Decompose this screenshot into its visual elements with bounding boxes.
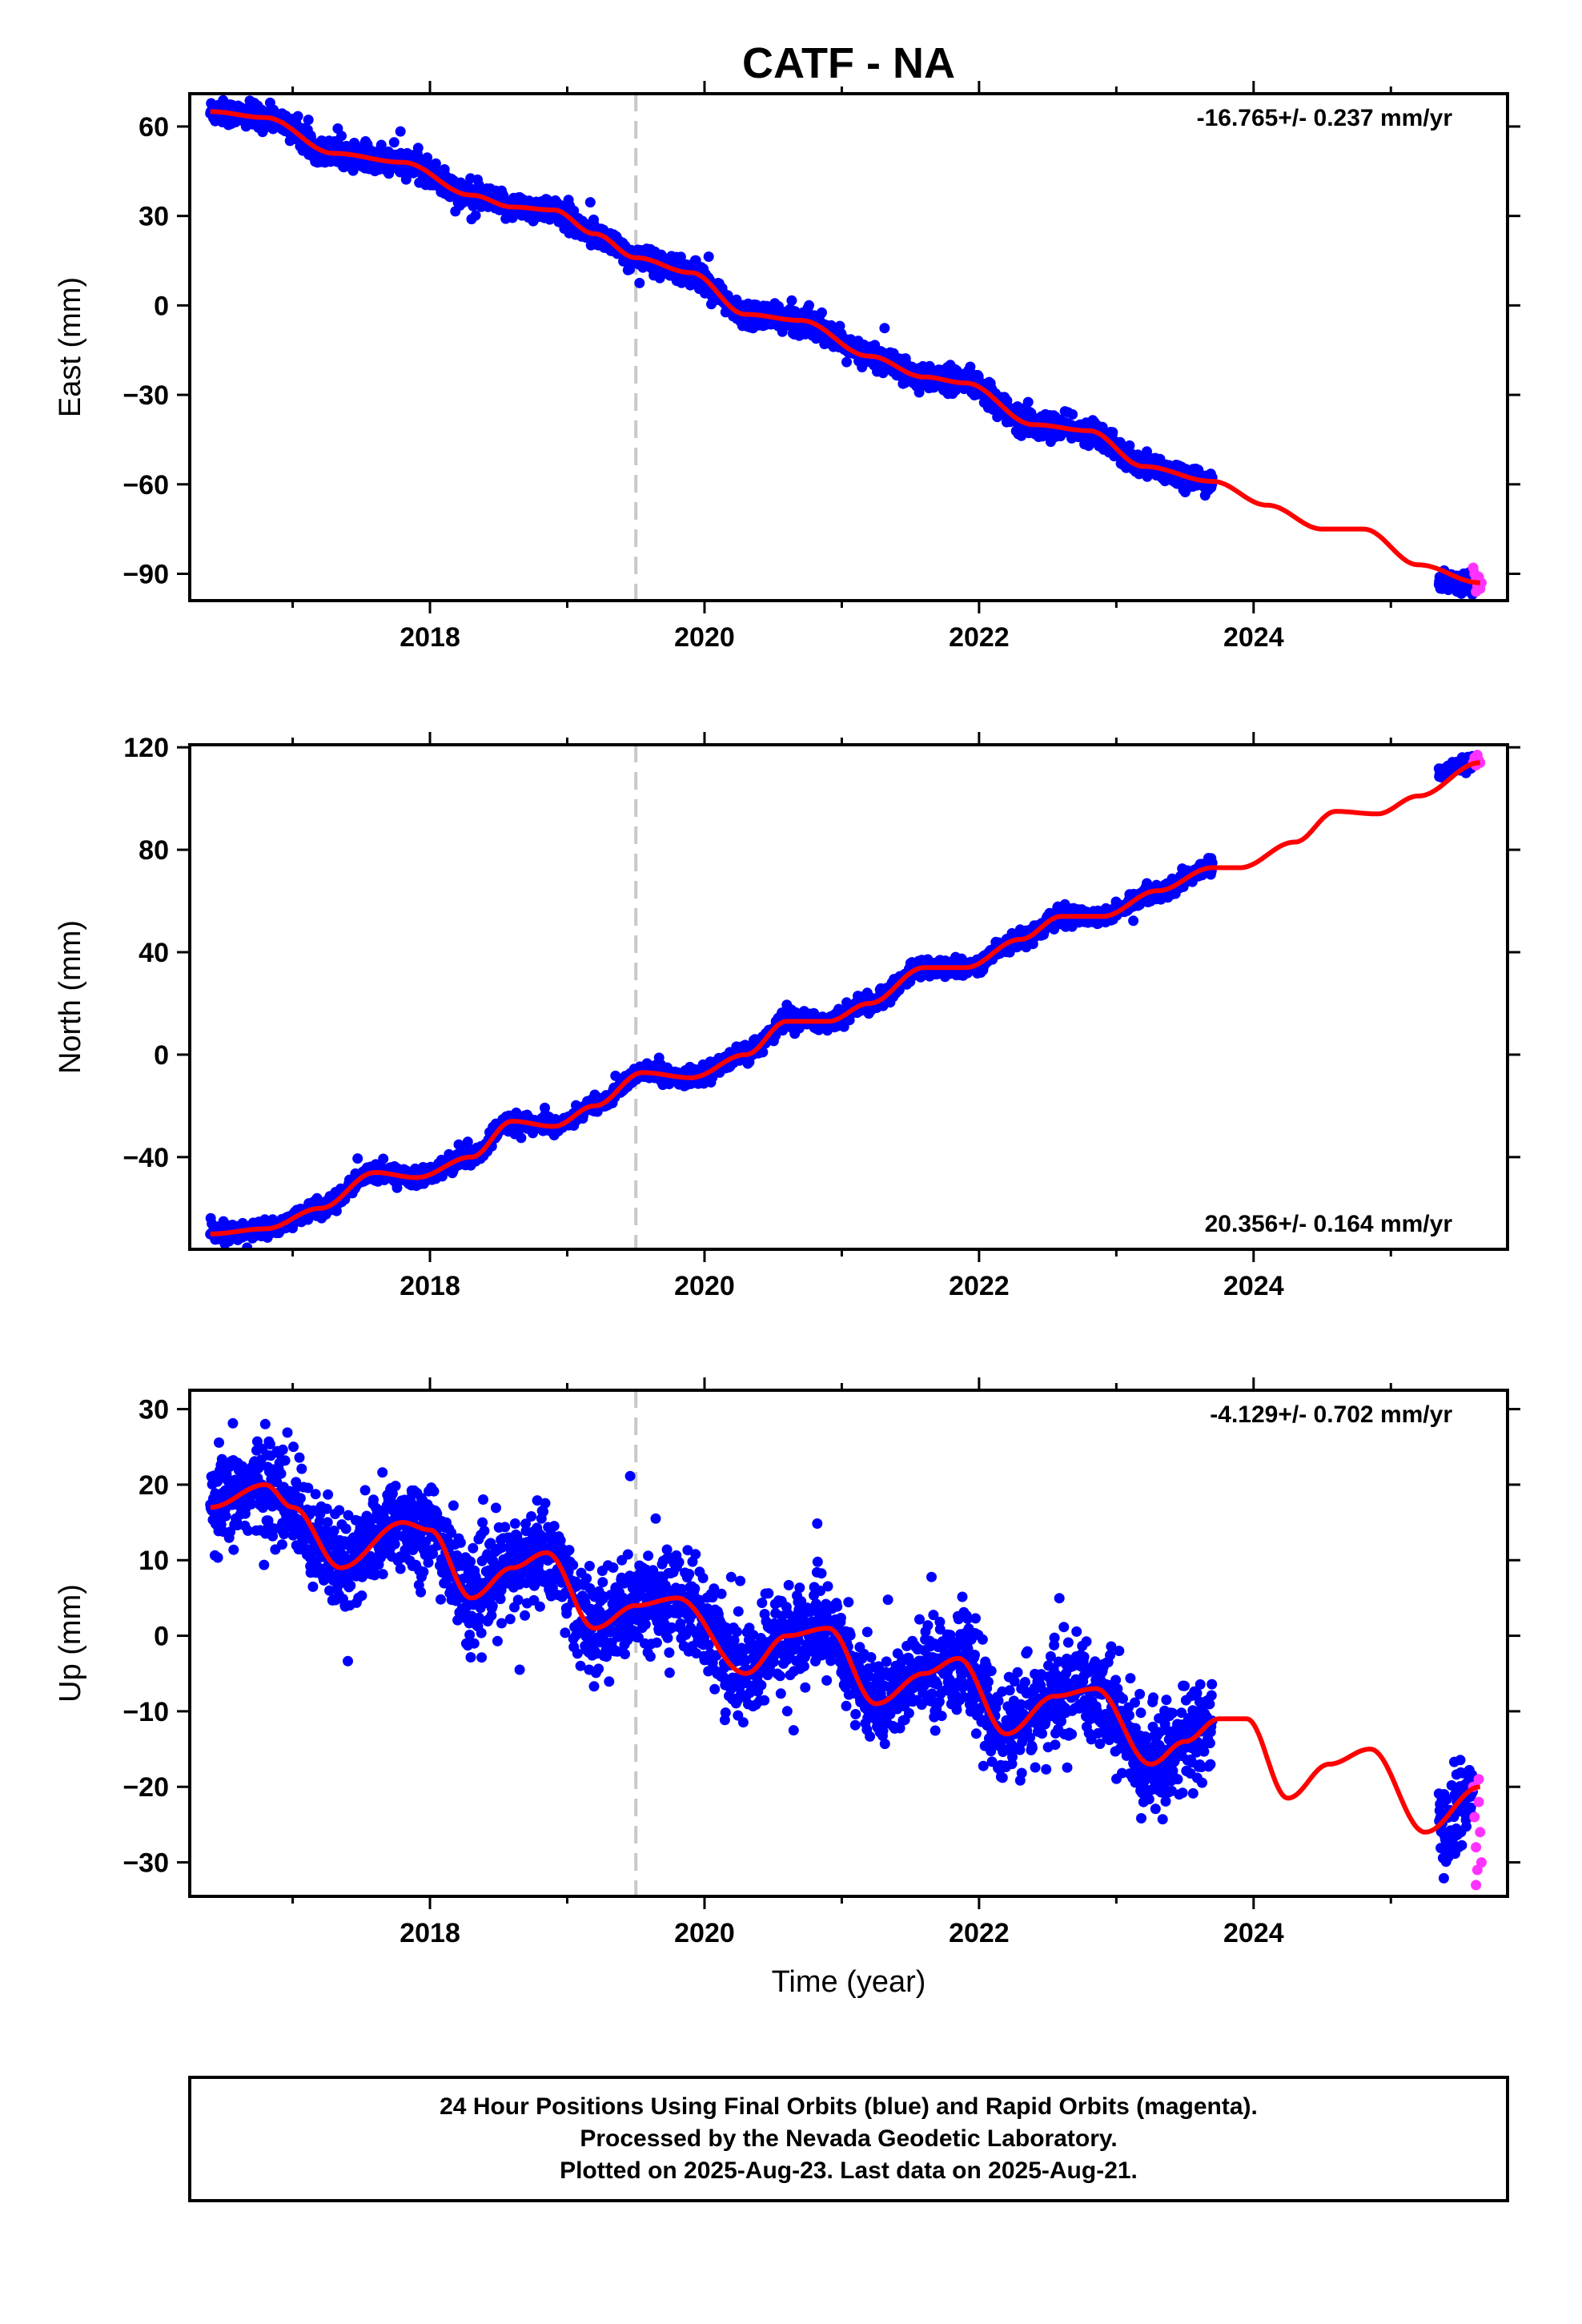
final-orbit-point xyxy=(1067,409,1078,420)
y-axis-title: East (mm) xyxy=(54,277,87,417)
model-curve xyxy=(209,109,1481,585)
x-tick-label: 2024 xyxy=(1223,622,1284,653)
final-orbit-point xyxy=(292,111,303,122)
final-orbit-point xyxy=(242,1242,253,1249)
x-tick-label: 2020 xyxy=(674,622,735,653)
y-tick-label: −60 xyxy=(122,470,169,501)
x-tick-label: 2022 xyxy=(949,622,1010,653)
final-orbit-point xyxy=(1107,427,1118,438)
plot-frame xyxy=(188,92,1509,602)
final-orbit-point xyxy=(634,277,645,288)
final-orbit-point xyxy=(470,210,481,221)
final-orbit-point xyxy=(412,143,424,154)
final-orbit-point xyxy=(516,1132,527,1144)
final-orbit-point xyxy=(804,300,814,311)
final-orbit-point xyxy=(462,1136,473,1148)
final-orbit-point xyxy=(584,197,596,208)
chart-title: CATF - NA xyxy=(742,39,955,87)
x-tick-label: 2018 xyxy=(400,622,460,653)
plot-area xyxy=(190,745,1508,1249)
rate-label: -16.765+/- 0.237 mm/yr xyxy=(1197,105,1453,131)
final-orbit-point xyxy=(378,1153,389,1164)
final-orbit-point xyxy=(624,263,636,275)
final-orbit-point xyxy=(375,139,387,151)
y-tick-label: 60 xyxy=(139,112,169,143)
y-tick-label: −30 xyxy=(122,380,169,411)
y-tick-label: 30 xyxy=(139,202,169,232)
east-panel: 2018 2020 2022 2024 60 30 0 −30 −60 −90 East (mm) -… xyxy=(54,81,1520,653)
final-orbit-point xyxy=(400,174,412,185)
rapid-orbit-point xyxy=(1471,586,1482,597)
final-orbit-point xyxy=(879,323,890,334)
final-orbit-point xyxy=(703,251,714,262)
final-orbit-point xyxy=(336,131,347,142)
final-orbit-point xyxy=(395,126,406,137)
final-orbit-point xyxy=(757,1047,769,1058)
y-tick-label: 0 xyxy=(154,291,169,321)
final-orbit-point xyxy=(1124,440,1135,451)
final-orbit-point xyxy=(430,158,441,169)
final-orbit-point xyxy=(841,356,852,368)
rapid-orbit-point xyxy=(1476,577,1487,589)
final-orbit-point xyxy=(347,165,359,176)
final-orbit-point xyxy=(817,307,827,318)
final-orbit-point xyxy=(388,137,400,148)
final-orbit-point xyxy=(352,1153,363,1164)
final-orbit-point xyxy=(1022,396,1034,408)
final-orbit-point xyxy=(303,115,314,126)
y-tick-label: −90 xyxy=(122,559,169,589)
final-orbit-point xyxy=(610,1070,621,1081)
final-orbit-point xyxy=(786,295,797,306)
